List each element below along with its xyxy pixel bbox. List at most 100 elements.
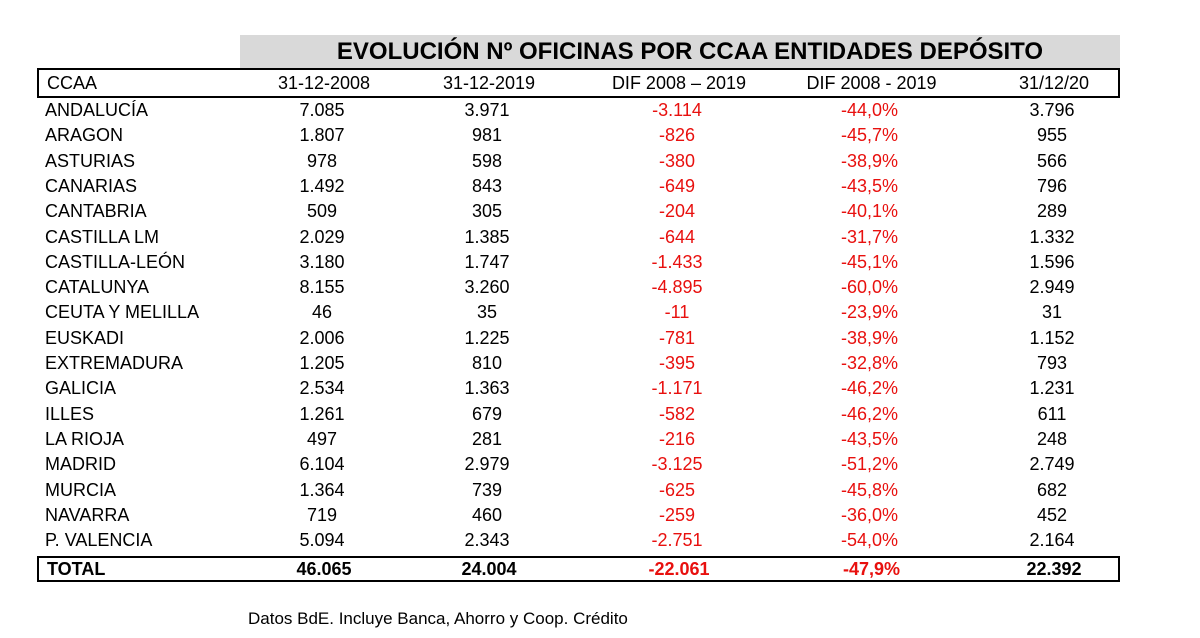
cell-2008: 1.205 (299, 353, 345, 373)
cell-2019: 1.363 (464, 378, 510, 399)
cell-dif: -3.114 (652, 100, 702, 120)
cell-2019: 1.385 (464, 226, 510, 247)
cell-2020: 566 (1036, 150, 1068, 171)
table-row: ASTURIAS 978 598 -380 -38,9% 566 (37, 149, 1120, 174)
cell-dif: -1.433 (651, 251, 703, 272)
cell-2020: 796 (1036, 175, 1068, 196)
cell-dif: -1.171 (651, 378, 703, 399)
cell-2008: 1.364 (299, 479, 345, 500)
table-row: CASTILLA-LEÓN 3.180 1.747 -1.433 -45,1% 1.596 (37, 250, 1120, 275)
cell-dif: -582 (658, 403, 696, 424)
table-row: CASTILLA LM 2.029 1.385 -644 -31,7% 1.332 (37, 225, 1120, 250)
cell-2008: 2.029 (299, 226, 345, 247)
cell-dif-pct: -43,5% (840, 175, 899, 196)
cell-dif: -2.751 (651, 530, 703, 551)
table-row: NAVARRA 719 460 -259 -36,0% 452 (37, 503, 1120, 528)
cell-2008: 6.104 (299, 454, 345, 475)
table-row: CEUTA Y MELILLA 46 35 -11 -23,9% 31 (37, 300, 1120, 325)
cell-2019: 2.979 (464, 454, 510, 475)
cell-dif-pct: -45,8% (840, 479, 899, 500)
cell-2020: 1.152 (1029, 327, 1075, 348)
cell-2020: 31 (1041, 302, 1063, 323)
table-row: GALICIA 2.534 1.363 -1.171 -46,2% 1.231 (37, 376, 1120, 401)
cell-dif: -644 (658, 226, 696, 247)
cell-ccaa: ASTURIAS (45, 150, 136, 171)
cell-2019: 843 (471, 175, 503, 196)
cell-ccaa: ILLES (45, 403, 95, 424)
cell-dif-pct: -46,2% (840, 378, 899, 399)
cell-dif-pct: -38,9% (840, 327, 899, 348)
cell-dif-pct: -40,1% (840, 201, 899, 222)
cell-2008: 2.006 (299, 327, 345, 348)
cell-dif-pct: -44,0% (840, 100, 899, 120)
table-row: CATALUNYA 8.155 3.260 -4.895 -60,0% 2.949 (37, 275, 1120, 300)
cell-2020: 1.596 (1029, 251, 1075, 272)
cell-dif-pct: -54,0% (840, 530, 899, 551)
table-row: CANARIAS 1.492 843 -649 -43,5% 796 (37, 174, 1120, 199)
total-2020: 22.392 (1026, 559, 1082, 579)
header-2008: 31-12-2008 (277, 73, 371, 93)
cell-2019: 981 (471, 125, 503, 146)
cell-2008: 719 (306, 504, 338, 525)
table-row: ARAGON 1.807 981 -826 -45,7% 955 (37, 123, 1120, 148)
table-row: MURCIA 1.364 739 -625 -45,8% 682 (37, 478, 1120, 503)
cell-2019: 810 (471, 353, 503, 373)
cell-dif-pct: -32,8% (840, 353, 899, 373)
cell-dif-pct: -60,0% (840, 277, 899, 298)
cell-ccaa: CASTILLA-LEÓN (45, 251, 186, 272)
total-2019: 24.004 (461, 559, 517, 579)
table-row: MADRID 6.104 2.979 -3.125 -51,2% 2.749 (37, 452, 1120, 477)
total-label: TOTAL (47, 559, 106, 579)
cell-dif: -3.125 (651, 454, 703, 475)
cell-2008: 1.807 (299, 125, 345, 146)
cell-2020: 793 (1036, 353, 1068, 373)
cell-dif: -4.895 (651, 277, 703, 298)
cell-dif-pct: -43,5% (840, 428, 899, 449)
cell-2019: 598 (471, 150, 503, 171)
cell-2019: 679 (471, 403, 503, 424)
cell-2020: 1.231 (1029, 378, 1075, 399)
cell-2008: 3.180 (299, 251, 345, 272)
cell-2020: 248 (1036, 428, 1068, 449)
table-row: EXTREMADURA 1.205 810 -395 -32,8% 793 (37, 351, 1120, 376)
cell-dif: -216 (658, 428, 696, 449)
cell-2008: 2.534 (299, 378, 345, 399)
table-row: ANDALUCÍA 7.085 3.971 -3.114 -44,0% 3.796 (37, 98, 1120, 123)
cell-dif-pct: -46,2% (840, 403, 899, 424)
cell-ccaa: CATALUNYA (45, 277, 150, 298)
header-dif-pct: DIF 2008 - 2019 (806, 73, 937, 93)
cell-2020: 2.949 (1029, 277, 1075, 298)
cell-2020: 611 (1037, 403, 1067, 424)
cell-2020: 2.749 (1029, 454, 1075, 475)
cell-2019: 460 (471, 504, 503, 525)
cell-2020: 2.164 (1029, 530, 1075, 551)
cell-2019: 35 (476, 302, 498, 323)
cell-2019: 305 (471, 201, 503, 222)
footnote: Datos BdE. Incluye Banca, Ahorro y Coop.… (248, 609, 628, 628)
header-dif: DIF 2008 – 2019 (611, 73, 747, 93)
cell-dif-pct: -45,7% (840, 125, 899, 146)
cell-2019: 281 (471, 428, 503, 449)
cell-dif-pct: -45,1% (840, 251, 899, 272)
cell-2019: 2.343 (464, 530, 510, 551)
table-row: LA RIOJA 497 281 -216 -43,5% 248 (37, 427, 1120, 452)
cell-dif-pct: -31,7% (840, 226, 899, 247)
cell-2008: 8.155 (299, 277, 345, 298)
total-dif-pct: -47,9% (842, 559, 901, 579)
cell-2008: 497 (306, 428, 338, 449)
cell-2008: 509 (306, 201, 338, 222)
cell-2019: 3.971 (464, 100, 510, 120)
cell-ccaa: ARAGON (45, 125, 124, 146)
cell-dif: -259 (658, 504, 696, 525)
header-row: CCAA 31-12-2008 31-12-2019 DIF 2008 – 20… (37, 68, 1120, 98)
cell-ccaa: MURCIA (45, 479, 116, 500)
cell-ccaa: CANARIAS (45, 175, 138, 196)
cell-dif: -781 (658, 327, 696, 348)
cell-2008: 5.094 (299, 530, 345, 551)
cell-2020: 1.332 (1029, 226, 1075, 247)
cell-2020: 682 (1036, 479, 1068, 500)
cell-dif: -11 (664, 302, 690, 323)
cell-2020: 3.796 (1029, 100, 1075, 120)
cell-dif: -649 (658, 175, 696, 196)
cell-dif-pct: -23,9% (840, 302, 899, 323)
